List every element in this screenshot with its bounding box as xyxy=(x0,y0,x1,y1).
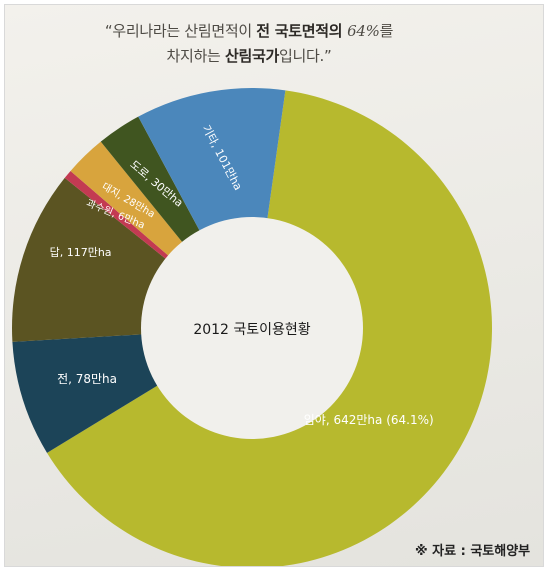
quote-part-1: “우리나라는 산림면적이 xyxy=(104,22,257,40)
slice-label-전: 전, 78만ha xyxy=(57,372,117,386)
slice-label-답: 답, 117만ha xyxy=(50,246,112,259)
header-quote: “우리나라는 산림면적이 전 국토면적의 64%를 차지하는 산림국가입니다.” xyxy=(29,19,469,69)
quote-part-3: 차지하는 xyxy=(166,47,225,65)
quote-part-2: 를 xyxy=(379,22,394,40)
source-note: ※ 자료 : 국토해양부 xyxy=(415,544,531,559)
chart-title: 2012 국토이용현황 xyxy=(193,322,310,338)
slice-label-임야: 임야, 642만ha (64.1%) xyxy=(304,413,434,427)
page-frame: “우리나라는 산림면적이 전 국토면적의 64%를 차지하는 산림국가입니다.”… xyxy=(4,4,544,567)
quote-bold-2: 산림국가 xyxy=(225,47,280,65)
quote-percent: 64% xyxy=(347,22,380,40)
donut-hole xyxy=(141,217,363,439)
quote-part-4: 입니다.” xyxy=(279,47,332,65)
quote-bold-1: 전 국토면적의 xyxy=(256,22,348,40)
donut-chart: 2012 국토이용현황 임야, 642만ha (64.1%) 전, 78만ha 답,… xyxy=(12,88,492,566)
